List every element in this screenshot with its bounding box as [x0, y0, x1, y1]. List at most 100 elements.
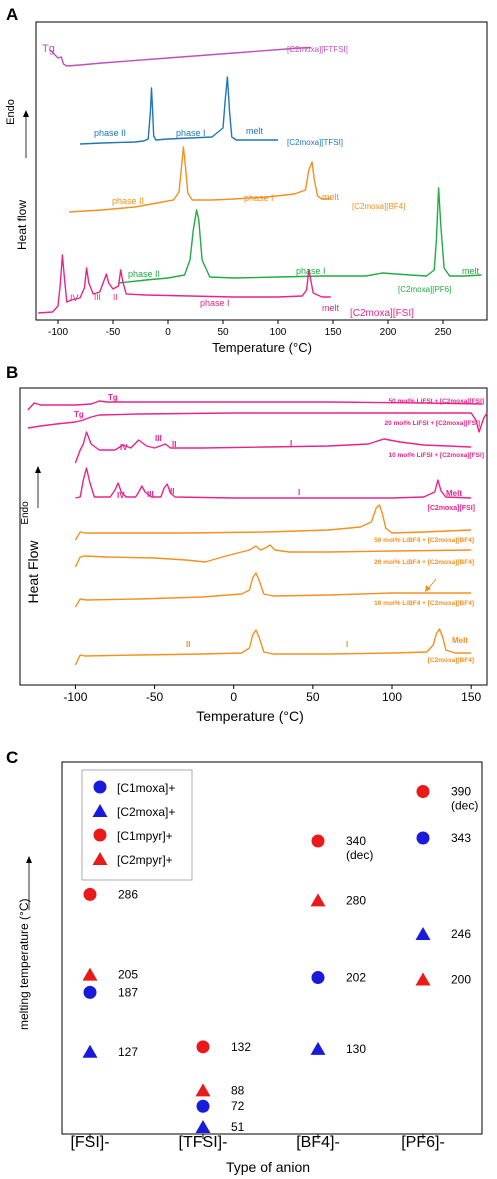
- point-value-label: 127: [118, 1045, 138, 1059]
- x-tick-label: 0: [165, 327, 171, 338]
- x-tick-label: 150: [325, 327, 342, 338]
- b-anno-10-i: I: [290, 439, 292, 448]
- b-anno-tg-50: Tg: [108, 393, 118, 402]
- point-note-label: (dec): [451, 798, 478, 812]
- series-line: [74, 504, 472, 541]
- legend-label: [C2moxa]+: [117, 805, 175, 819]
- b-anno-fsi-iii: III: [147, 490, 154, 499]
- panel-a: A -100 -50 0 50 100 150 200 250 Temperature (°C…: [5, 5, 488, 355]
- series-line: [74, 431, 472, 464]
- panel-b-endo-arrow-head: [35, 466, 41, 473]
- b-anno-bf4-melt: Melt: [452, 636, 468, 645]
- a-anno-fsi-iv: IV: [70, 293, 79, 303]
- panel-c-letter: C: [6, 748, 18, 767]
- panel-c-ylabel: melting temperature (°C): [17, 898, 31, 1030]
- circle-marker: [93, 780, 107, 794]
- point-value-label: 72: [231, 1099, 245, 1113]
- triangle-marker: [82, 1044, 98, 1058]
- x-tick-label: 50: [306, 690, 320, 704]
- panel-b: B -100 -50 0 50 100 150 Temperature (°C) Heat…: [6, 363, 488, 724]
- series-line: [27, 400, 483, 411]
- circle-marker: [83, 985, 97, 999]
- series-line: [74, 628, 472, 666]
- b-label-10-lifsi: 10 mol% LiFSI + [C2moxa][FSI]: [388, 452, 484, 459]
- a-anno-bf4-phase2: phase II: [112, 196, 144, 206]
- a-label-pf6: [C2moxa][PF6]: [398, 285, 451, 294]
- point-value-label: 343: [451, 831, 471, 845]
- b-label-20-libf4: 20 mol% LiBF4 + [C2moxa][BF4]: [374, 559, 474, 566]
- panel-a-x-axis: -100 -50 0 50 100 150 200 250: [48, 320, 452, 338]
- legend-label: [C1mpyr]+: [117, 829, 173, 843]
- a-anno-fsi-iii: III: [94, 293, 101, 302]
- b-anno-fsi-iv: IV: [117, 491, 125, 500]
- circle-marker: [311, 834, 325, 848]
- triangle-marker: [195, 1083, 211, 1097]
- point-value-label: 51: [231, 1120, 245, 1134]
- a-anno-tg: Tg: [42, 43, 55, 55]
- circle-marker: [196, 1099, 210, 1113]
- x-tick-label: 150: [461, 690, 481, 704]
- panel-b-xlabel: Temperature (°C): [196, 708, 304, 724]
- point-value-label: 246: [451, 927, 471, 941]
- series-line: [27, 412, 488, 433]
- b-anno-fsi-ii: II: [170, 487, 174, 496]
- series-line: [75, 467, 472, 499]
- panel-a-endo-label: Endo: [5, 99, 17, 125]
- series-line: [74, 544, 472, 568]
- point-value-label: 340: [346, 834, 366, 848]
- panel-c-xlabel: Type of anion: [226, 1159, 310, 1175]
- point-value-label: 88: [231, 1083, 245, 1097]
- b-anno-fsi-melt: Melt: [446, 489, 462, 498]
- panel-c: C [FSI]- [TFSI]- [BF4]- [PF6]- [C1moxa]+ [C2…: [6, 748, 483, 1175]
- series-line: [38, 254, 331, 314]
- b-anno-tg-20: Tg: [74, 410, 84, 419]
- b-anno-10-iii: III: [155, 434, 162, 443]
- triangle-marker: [310, 893, 326, 907]
- legend-label: [C2mpyr]+: [117, 853, 173, 867]
- circle-marker: [83, 887, 97, 901]
- point-value-label: 202: [346, 971, 366, 985]
- circle-marker: [311, 971, 325, 985]
- panel-b-frame: [19, 387, 488, 686]
- panel-b-x-axis: -100 -50 0 50 100 150: [63, 685, 482, 704]
- b-anno-bf4-ii: II: [186, 640, 190, 649]
- a-label-fsi: [C2moxa][FSI]: [350, 308, 414, 319]
- x-tick-label: -100: [63, 690, 87, 704]
- point-value-label: 130: [346, 1042, 366, 1056]
- x-tick-label: 250: [435, 327, 452, 338]
- a-anno-pf6-melt: melt: [462, 266, 480, 276]
- panel-a-letter: A: [6, 5, 18, 24]
- b-label-bf4: [C2moxa][BF4]: [428, 657, 474, 664]
- x-tick-label: 200: [380, 327, 397, 338]
- a-anno-tfsi-melt: melt: [246, 126, 264, 136]
- x-tick-label: -50: [106, 327, 121, 338]
- panel-c-frame: [61, 761, 483, 1135]
- triangle-marker: [92, 852, 108, 865]
- panel-a-endo-arrow-head: [23, 110, 29, 117]
- panel-a-xlabel: Temperature (°C): [212, 340, 312, 355]
- x-tick-label: -100: [48, 327, 68, 338]
- b-arrow-head: [425, 585, 431, 592]
- a-anno-pf6-phase2: phase II: [128, 269, 160, 279]
- point-value-label: 205: [118, 968, 138, 982]
- circle-marker: [416, 784, 430, 798]
- point-value-label: 286: [118, 887, 138, 901]
- series-line: [74, 572, 472, 608]
- point-value-label: 132: [231, 1040, 251, 1054]
- a-label-ftfsi: [C2moxa][FTFSI]: [287, 45, 348, 54]
- a-label-bf4: [C2moxa][BF4]: [352, 202, 405, 211]
- triangle-marker: [415, 972, 431, 986]
- b-label-50-libf4: 50 mol% LiBF4 + [C2moxa][BF4]: [374, 537, 474, 544]
- series-line: [49, 46, 312, 67]
- a-anno-fsi-ii: II: [113, 293, 117, 302]
- panel-c-legend: [C1moxa]+ [C2moxa]+ [C1mpyr]+ [C2mpyr]+: [81, 769, 193, 881]
- a-anno-tfsi-phase1: phase I: [176, 128, 206, 138]
- triangle-marker: [82, 967, 98, 981]
- a-anno-bf4-melt: melt: [322, 192, 340, 202]
- a-anno-fsi-phase1: phase I: [200, 298, 230, 308]
- point-value-label: 280: [346, 893, 366, 907]
- a-anno-fsi-melt: melt: [322, 303, 340, 313]
- b-label-fsi: [C2moxa][FSI]: [428, 505, 475, 512]
